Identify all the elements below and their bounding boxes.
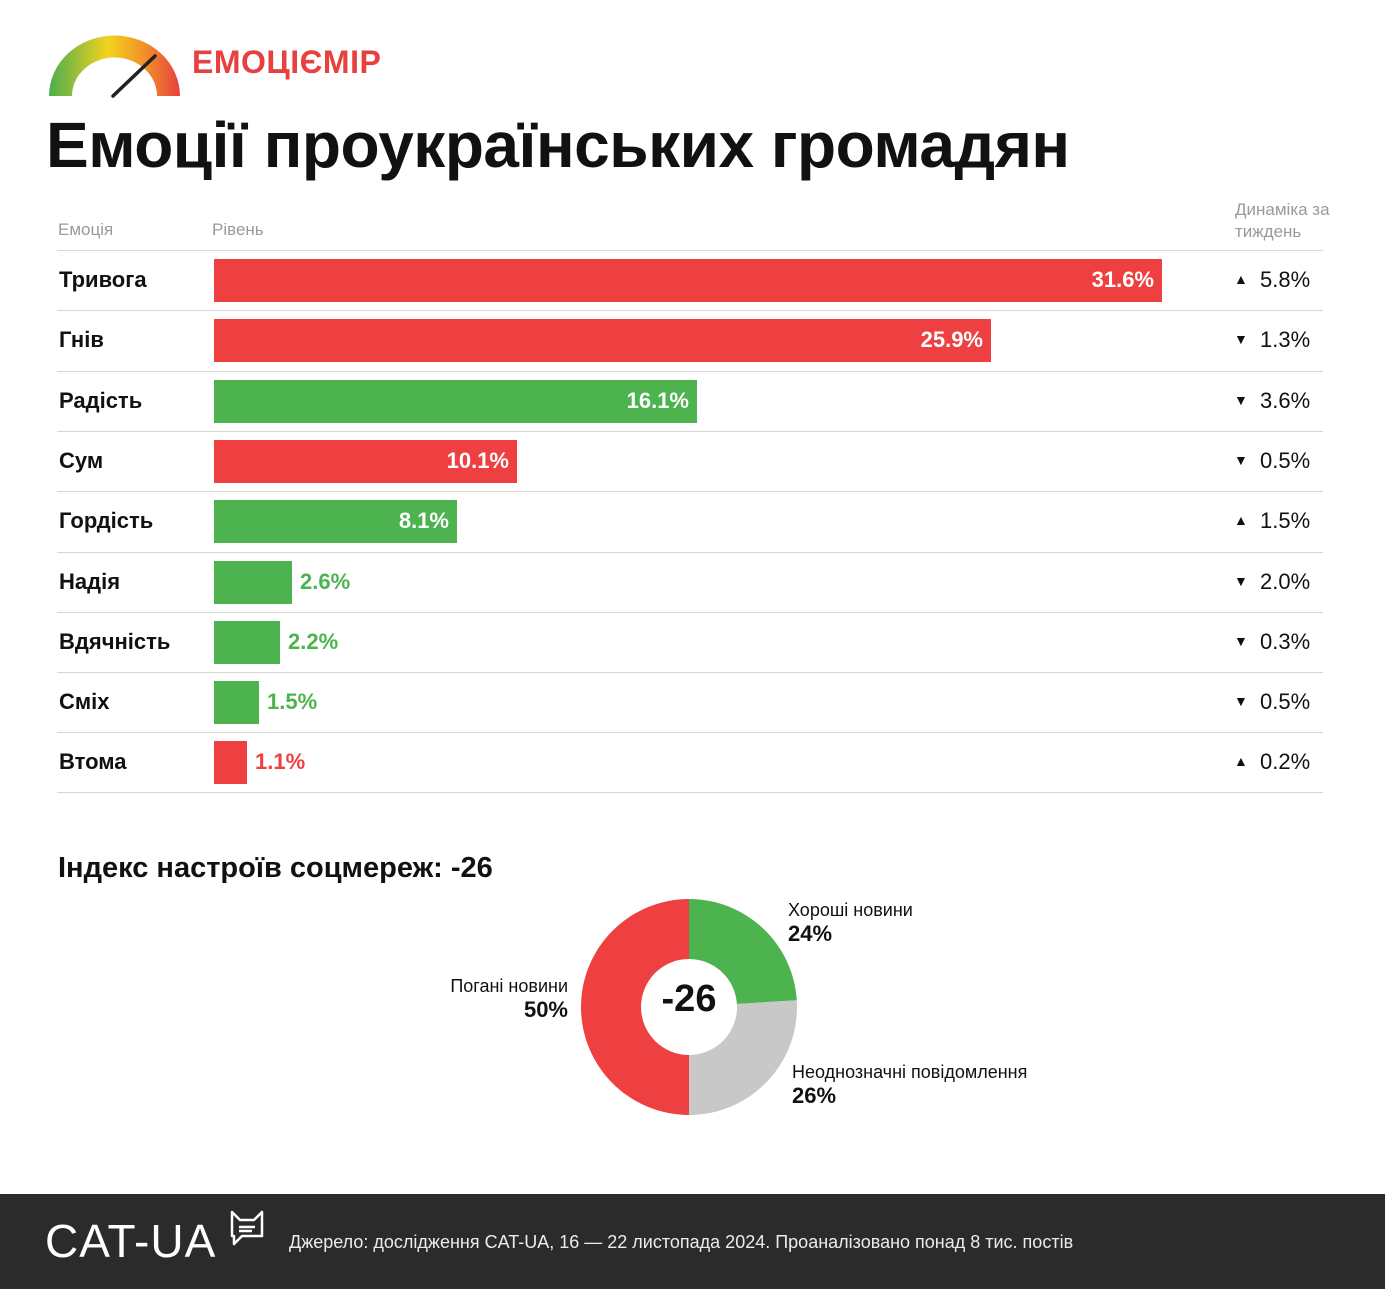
emotion-bar <box>214 620 280 664</box>
donut-slice-good-news <box>689 899 797 1004</box>
emotion-row: Сміх 1.5% ▼ 0.5% <box>57 672 1323 732</box>
legend-good-news-value: 24% <box>788 921 833 946</box>
bar-value-label: 10.1% <box>446 447 509 473</box>
weekly-change-value: 5.8% <box>1260 267 1311 292</box>
weekly-change-value: 1.3% <box>1260 327 1311 353</box>
weekly-change-value: 3.6% <box>1260 387 1311 413</box>
emotion-label: Тривога <box>59 267 147 292</box>
footer: CAT-UA Джерело: дослідження CAT-UA, 16 —… <box>0 1194 1385 1289</box>
column-header-dynamics: Динаміка за тиждень <box>1235 200 1330 241</box>
weekly-change-value: 0.5% <box>1260 689 1311 715</box>
emotion-label: Сміх <box>59 689 110 715</box>
donut-slice-bad-news <box>581 899 689 1115</box>
column-header-emotion: Емоція <box>58 220 114 239</box>
arrow-down-icon: ▼ <box>1234 632 1248 649</box>
emotion-bar <box>214 500 457 544</box>
emotion-row: Гнів 25.9% ▼ 1.3% <box>57 310 1323 370</box>
emotion-row: Втома 1.1% ▲ 0.2% <box>57 732 1323 793</box>
legend-good-news-name: Хороші новини <box>788 900 913 920</box>
weekly-change: ▼ 2.0% <box>1234 569 1310 595</box>
weekly-change: ▼ 3.6% <box>1234 388 1310 414</box>
column-header-level: Рівень <box>212 220 264 239</box>
emotion-row: Гордість 8.1% ▲ 1.5% <box>57 491 1323 551</box>
arrow-up-icon: ▲ <box>1234 271 1248 287</box>
emotion-row: Сум 10.1% ▼ 0.5% <box>57 430 1323 491</box>
bar-value-label: 1.1% <box>255 749 306 775</box>
emotion-label: Надія <box>59 568 121 594</box>
weekly-change-value: 0.2% <box>1260 749 1311 775</box>
emotion-row: Радість 16.1% ▼ 3.6% <box>57 370 1323 431</box>
emotion-bar <box>214 379 697 423</box>
index-title: Індекс настроїв соцмереж: -26 <box>58 852 493 884</box>
arrow-down-icon: ▼ <box>1234 391 1248 408</box>
weekly-change-value: 0.5% <box>1260 447 1311 473</box>
weekly-change: ▼ 1.3% <box>1234 327 1310 353</box>
weekly-change: ▼ 0.5% <box>1234 448 1310 474</box>
arrow-up-icon: ▲ <box>1234 512 1248 529</box>
weekly-change-value: 0.3% <box>1260 628 1311 654</box>
emotion-bar <box>214 560 292 604</box>
legend-mixed-messages: Неоднозначні повідомлення 26% <box>792 1060 1027 1108</box>
arrow-up-icon: ▲ <box>1234 753 1248 770</box>
weekly-change: ▼ 0.5% <box>1234 689 1310 715</box>
donut-slice-mixed-messages <box>689 1000 797 1115</box>
emotion-label: Сум <box>59 447 104 473</box>
arrow-down-icon: ▼ <box>1234 693 1248 710</box>
arrow-down-icon: ▼ <box>1234 331 1248 348</box>
emotion-row: Надія 2.6% ▼ 2.0% <box>57 551 1323 612</box>
bar-value-label: 2.2% <box>288 628 339 654</box>
weekly-change: ▲ 1.5% <box>1234 508 1310 534</box>
page-title: Емоції проукраїнських громадян <box>46 109 1070 181</box>
cat-speech-bubble-icon <box>230 1210 264 1246</box>
emotion-bar <box>214 439 517 483</box>
bar-value-label: 1.5% <box>267 689 318 715</box>
source-note: Джерело: дослідження CAT-UA, 16 — 22 лис… <box>289 1232 1074 1252</box>
gauge-icon <box>49 35 180 98</box>
donut-center-value: -26 <box>661 978 717 1020</box>
emotion-label: Втома <box>59 749 127 775</box>
emotion-row: Вдячність 2.2% ▼ 0.3% <box>57 611 1323 672</box>
legend-bad-news: Погані новини 50% <box>400 974 568 1022</box>
brand-name: ЕМОЦІЄМІР <box>192 44 382 80</box>
bar-value-label: 8.1% <box>398 508 449 534</box>
emotion-bar <box>214 259 1162 302</box>
bar-value-label: 31.6% <box>1091 267 1154 292</box>
emotion-bar <box>214 319 991 363</box>
legend-mixed-messages-value: 26% <box>792 1083 837 1108</box>
emotion-bar <box>214 681 259 725</box>
arrow-down-icon: ▼ <box>1234 572 1248 589</box>
emotion-label: Гордість <box>59 508 154 534</box>
cat-ua-logo: CAT-UA <box>45 1215 217 1267</box>
emotion-label: Радість <box>59 387 143 413</box>
weekly-change: ▼ 0.3% <box>1234 629 1310 655</box>
weekly-change-value: 1.5% <box>1260 508 1311 534</box>
bar-value-label: 2.6% <box>300 568 351 594</box>
weekly-change-value: 2.0% <box>1260 568 1311 594</box>
sentiment-donut-chart <box>581 899 797 1115</box>
weekly-change: ▲ 5.8% <box>1234 267 1310 293</box>
bar-value-label: 16.1% <box>626 387 689 413</box>
weekly-change: ▲ 0.2% <box>1234 749 1310 775</box>
legend-bad-news-name: Погані новини <box>450 976 568 996</box>
legend-mixed-messages-name: Неоднозначні повідомлення <box>792 1062 1028 1082</box>
bar-value-label: 25.9% <box>920 327 983 353</box>
arrow-down-icon: ▼ <box>1234 451 1248 468</box>
legend-good-news: Хороші новини 24% <box>788 898 913 946</box>
legend-bad-news-value: 50% <box>523 997 568 1022</box>
emotion-row: Тривога 31.6% ▲ 5.8% <box>57 250 1323 310</box>
emotion-bar <box>214 741 247 785</box>
emotion-label: Вдячність <box>59 628 171 654</box>
emotion-label: Гнів <box>59 327 104 353</box>
